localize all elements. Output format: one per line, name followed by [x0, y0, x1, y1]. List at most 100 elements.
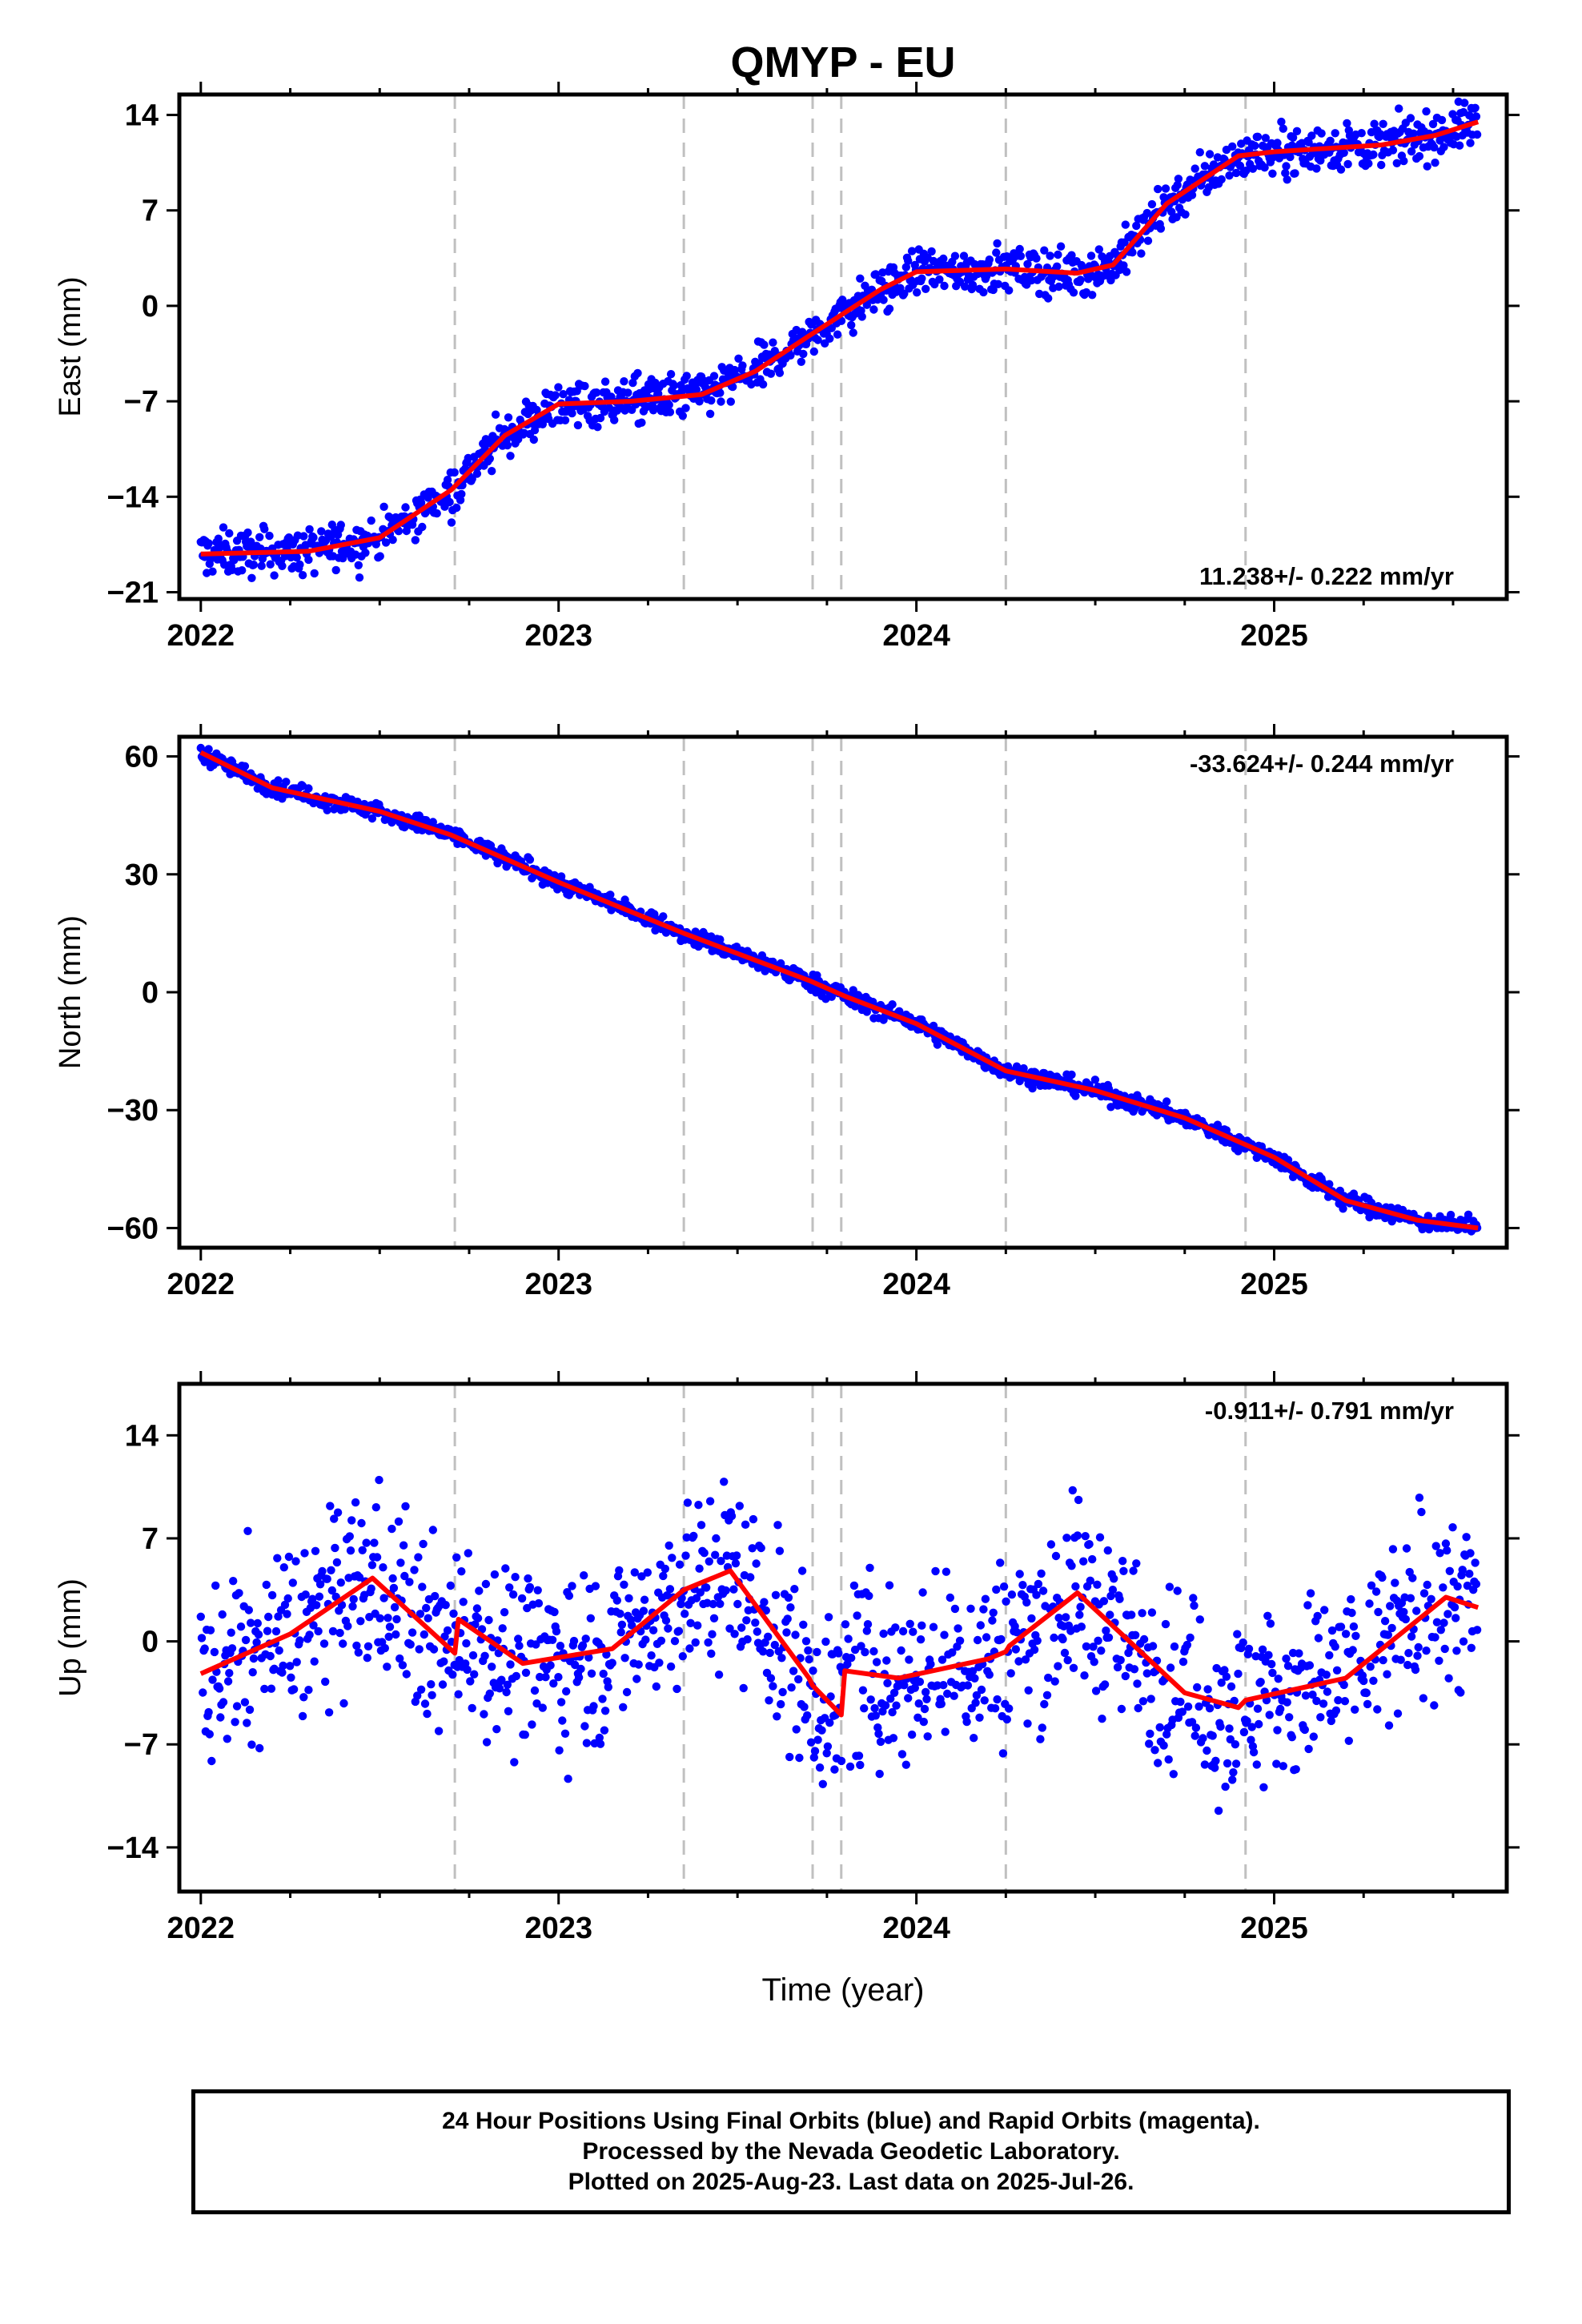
data-point: [876, 1737, 885, 1747]
data-point: [1443, 1546, 1452, 1555]
data-point: [1208, 1731, 1217, 1740]
data-point: [825, 1719, 834, 1727]
data-point: [550, 1607, 559, 1617]
data-point: [665, 400, 673, 409]
data-points: [196, 743, 1482, 1236]
data-point: [1304, 1744, 1313, 1754]
data-point: [1235, 161, 1245, 171]
data-point: [530, 1686, 540, 1695]
data-point: [367, 814, 377, 823]
data-point: [1341, 1630, 1351, 1638]
data-point: [291, 1557, 300, 1566]
data-point: [462, 1638, 471, 1648]
data-point: [1471, 103, 1480, 112]
data-point: [1327, 1626, 1337, 1635]
data-point: [979, 287, 988, 297]
data-point: [1347, 1608, 1356, 1618]
data-point: [559, 390, 568, 399]
data-point: [1313, 1611, 1322, 1621]
data-point: [428, 818, 437, 826]
data-point: [506, 1660, 515, 1669]
data-point: [1015, 244, 1024, 254]
data-point: [803, 1711, 812, 1720]
data-point: [1119, 1566, 1128, 1576]
data-point: [1046, 251, 1054, 260]
data-point: [849, 328, 857, 337]
data-point: [447, 518, 456, 527]
data-point: [459, 1598, 468, 1606]
data-point: [901, 1760, 911, 1769]
data-point: [207, 1756, 216, 1766]
data-point: [1415, 151, 1424, 161]
data-point: [804, 1646, 813, 1655]
data-point: [568, 1582, 576, 1590]
data-point: [1146, 1729, 1154, 1739]
data-point: [551, 391, 560, 400]
data-point: [1435, 1656, 1443, 1665]
data-point: [1369, 150, 1378, 159]
data-point: [1027, 1614, 1036, 1623]
data-point: [1431, 1633, 1439, 1642]
data-point: [1089, 1642, 1098, 1651]
data-point: [1336, 1622, 1346, 1631]
data-point: [1268, 1668, 1277, 1678]
data-point: [229, 1577, 238, 1586]
data-point: [608, 1659, 616, 1667]
data-point: [260, 525, 269, 533]
data-point: [363, 1642, 373, 1651]
data-point: [766, 1674, 776, 1683]
data-point: [514, 1634, 523, 1643]
data-point: [898, 1626, 908, 1636]
data-point: [216, 1713, 225, 1722]
data-point: [1024, 1686, 1033, 1695]
data-point: [305, 525, 314, 534]
data-point: [315, 1592, 324, 1601]
data-point: [1253, 132, 1263, 141]
data-point: [219, 523, 228, 532]
data-point: [339, 1699, 348, 1708]
data-point: [1343, 119, 1351, 128]
data-point: [813, 1647, 821, 1657]
data-point: [492, 1725, 501, 1734]
data-point: [940, 281, 949, 291]
data-point: [503, 440, 512, 450]
data-point: [632, 1675, 641, 1683]
data-point: [434, 1727, 444, 1735]
data-point: [923, 1732, 932, 1741]
data-point: [420, 1630, 428, 1639]
data-point: [1034, 1579, 1043, 1589]
data-point: [883, 1679, 892, 1687]
footer-line-2: Processed by the Nevada Geodetic Laborat…: [582, 2138, 1120, 2165]
data-point: [990, 1704, 1000, 1713]
data-point: [1032, 254, 1041, 263]
data-point: [1015, 1076, 1024, 1086]
data-point: [895, 1007, 904, 1016]
data-point: [1422, 107, 1431, 116]
data-point: [466, 1677, 475, 1686]
data-point: [909, 1627, 917, 1636]
data-point: [975, 1713, 984, 1722]
data-point: [1450, 1602, 1460, 1612]
data-point: [770, 1640, 779, 1650]
data-point: [446, 1581, 455, 1590]
data-point: [982, 1633, 991, 1642]
data-point: [355, 1573, 364, 1582]
data-point: [1435, 136, 1444, 145]
data-point: [443, 1626, 452, 1635]
data-point: [940, 1630, 949, 1639]
data-point: [1247, 1735, 1255, 1744]
data-point: [1054, 1662, 1062, 1671]
data-point: [1291, 169, 1299, 178]
data-point: [243, 1526, 252, 1536]
data-point: [1282, 162, 1291, 171]
data-point: [1456, 1688, 1465, 1697]
data-point: [1439, 1583, 1447, 1592]
data-point: [617, 1620, 627, 1630]
data-point: [280, 1600, 290, 1610]
data-point: [959, 251, 969, 260]
data-point: [580, 1722, 589, 1731]
data-point: [418, 522, 427, 532]
data-point: [1091, 1687, 1101, 1695]
data-point: [1088, 291, 1097, 300]
data-point: [619, 1703, 628, 1711]
